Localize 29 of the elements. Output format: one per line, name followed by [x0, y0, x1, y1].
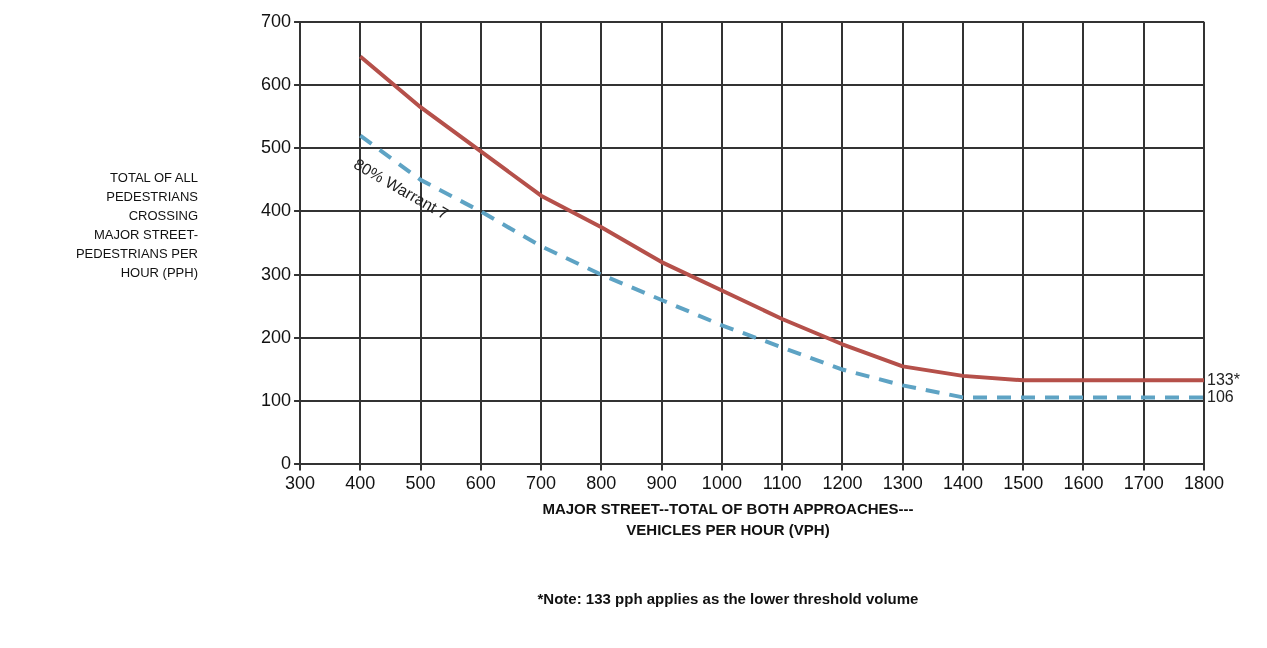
- x-tick-label: 600: [465, 473, 496, 494]
- x-tick-label: 1200: [822, 473, 863, 494]
- y-tick-label: 600: [260, 74, 292, 94]
- y-tick-label: 200: [260, 326, 292, 347]
- x-tick-label: 1700: [1123, 473, 1164, 494]
- x-tick-label: 900: [646, 473, 677, 494]
- x-tick-label: 300: [285, 473, 316, 494]
- data-label: 133*: [1207, 370, 1240, 388]
- y-tick-label: 700: [260, 10, 292, 31]
- y-tick-label: 100: [260, 390, 292, 411]
- y-tick-label: 300: [260, 263, 292, 284]
- x-tick-label: 1600: [1063, 473, 1104, 494]
- text: *Note: 133 pph applies as the lower threshold volume: [536, 590, 920, 607]
- x-tick-label: 1500: [1003, 473, 1044, 494]
- x-tick-label: 400: [345, 473, 376, 494]
- data-label: 106: [1207, 387, 1234, 405]
- x-tick-label: 1800: [1183, 473, 1225, 494]
- y-axis-title: TOTAL OF ALL PEDESTRIANS CROSSING MAJOR STREET- PEDESTRIANS PER HOUR (PPH): [74, 169, 198, 282]
- x-tick-label: 1300: [882, 473, 923, 494]
- x-tick-label: 1400: [942, 473, 983, 494]
- y-tick-label: 400: [260, 200, 292, 221]
- x-tick-label: 1000: [701, 473, 742, 494]
- y-tick-label: 500: [260, 137, 292, 158]
- x-tick-label: 500: [405, 473, 436, 494]
- y-tick-label: 0: [281, 453, 292, 474]
- x-tick-label: 1100: [762, 473, 802, 494]
- x-tick-label: 700: [526, 473, 557, 494]
- x-axis-title: MAJOR STREET--TOTAL OF BOTH APPROACHES--- VEHICLES PER HOUR (VPH): [541, 499, 915, 540]
- x-tick-label: 800: [586, 473, 617, 494]
